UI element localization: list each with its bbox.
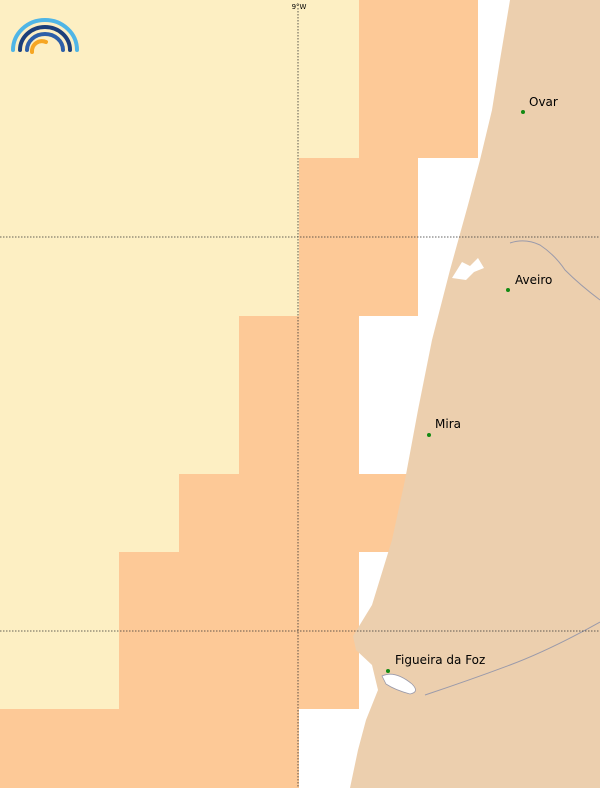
land (350, 0, 600, 788)
place-label: Mira (435, 417, 461, 431)
place-dot (521, 110, 525, 114)
logo (11, 18, 79, 54)
river (509, 240, 600, 301)
place-dot (506, 288, 510, 292)
zone-orange (0, 0, 478, 788)
place-label: Ovar (529, 95, 558, 109)
zone-light (0, 0, 359, 709)
place-label: Figueira da Foz (395, 653, 485, 667)
place-dot (427, 433, 431, 437)
place-dot (386, 669, 390, 673)
estuary (381, 673, 416, 695)
place-label: Aveiro (515, 273, 552, 287)
grid-label: 9°W (292, 3, 307, 11)
lagoon (452, 258, 484, 280)
river (424, 621, 600, 696)
